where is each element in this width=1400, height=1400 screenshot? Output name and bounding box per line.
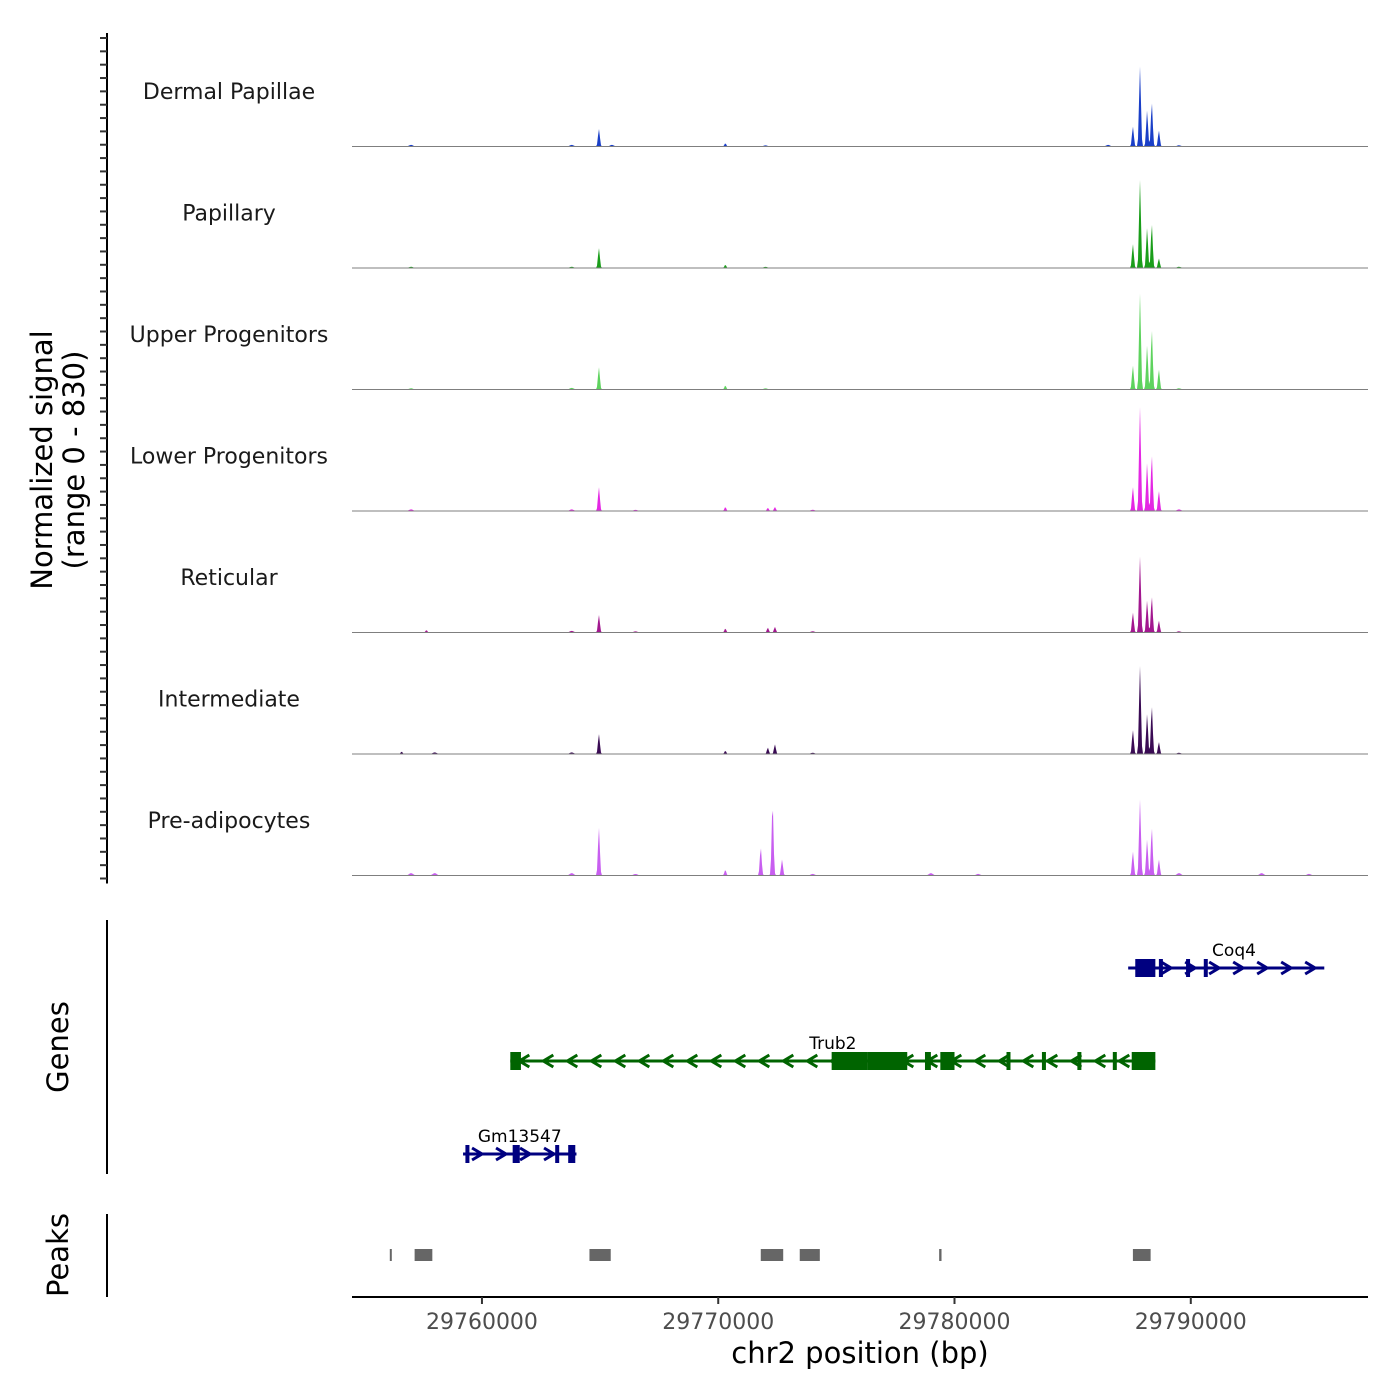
strand-arrow	[1304, 960, 1319, 976]
signal-track: Reticular	[180, 556, 1368, 633]
track-label: Pre-adipocytes	[148, 809, 311, 834]
signal-track: Pre-adipocytes	[148, 799, 1368, 876]
strand-arrow	[471, 1146, 485, 1162]
strand-arrow	[708, 1053, 723, 1069]
y-axis-title-line2: (range 0 - 830)	[57, 351, 91, 570]
strand-arrow	[1020, 1053, 1035, 1069]
strand-arrow	[684, 1053, 699, 1069]
strand-arrow	[1092, 1053, 1107, 1069]
gene-exon	[1077, 1052, 1082, 1070]
signal-track: Upper Progenitors	[130, 293, 1368, 390]
track-label: Dermal Papillae	[143, 80, 315, 105]
gene-exon	[1158, 959, 1163, 977]
gene: Gm13547	[463, 1127, 577, 1163]
strand-arrow	[588, 1053, 603, 1069]
strand-arrow	[1232, 960, 1247, 976]
gene-label: Gm13547	[478, 1127, 562, 1147]
signal-y-axis	[100, 33, 108, 884]
peak-region	[389, 1249, 392, 1261]
gene-exon	[568, 1145, 576, 1163]
strand-arrow	[1116, 1053, 1131, 1069]
gene-exon	[555, 1145, 560, 1163]
gene-exon	[465, 1145, 470, 1163]
peak-region	[760, 1249, 784, 1261]
signal-track: Papillary	[182, 180, 1368, 269]
strand-arrow	[780, 1053, 795, 1069]
strand-arrow	[972, 1053, 987, 1069]
x-tick-label: 29790000	[1135, 1310, 1247, 1335]
strand-arrow	[1160, 960, 1175, 976]
signal-area	[352, 666, 1368, 754]
gene-exon	[1006, 1052, 1011, 1070]
genes-panel-title: Genes	[41, 1001, 75, 1093]
y-axis-title-line1: Normalized signal	[25, 330, 59, 589]
signal-track: Dermal Papillae	[143, 66, 1368, 147]
gene-exon	[940, 1052, 955, 1070]
gene-label: Trub2	[808, 1034, 856, 1054]
signal-tracks: Dermal Papillae Papillary Upper Progenitor…	[130, 66, 1368, 876]
x-axis-title: chr2 position (bp)	[731, 1336, 988, 1370]
strand-arrow	[1208, 960, 1223, 976]
strand-arrow	[660, 1053, 675, 1069]
strand-arrow	[495, 1146, 509, 1162]
strand-arrow	[1044, 1053, 1059, 1069]
signal-track: Lower Progenitors	[130, 407, 1368, 512]
track-label: Papillary	[182, 202, 276, 227]
peak-region	[939, 1249, 942, 1261]
track-label: Intermediate	[158, 688, 300, 713]
gene-exon	[1131, 1052, 1156, 1070]
strand-arrow	[519, 1146, 533, 1162]
signal-area	[352, 799, 1368, 876]
track-label: Lower Progenitors	[130, 445, 328, 470]
signal-area	[352, 407, 1368, 511]
strand-arrow	[732, 1053, 747, 1069]
peak-region	[799, 1249, 820, 1261]
gene-exon	[831, 1052, 868, 1070]
peak-region	[1132, 1249, 1151, 1261]
strand-arrow	[996, 1053, 1011, 1069]
signal-area	[352, 180, 1368, 268]
x-tick-label: 29780000	[899, 1310, 1011, 1335]
track-label: Reticular	[180, 566, 278, 591]
gene-exon	[1203, 959, 1208, 977]
signal-area	[352, 293, 1368, 390]
gene-exon	[1041, 1052, 1046, 1070]
gene: Coq4	[1128, 941, 1325, 977]
peaks-panel	[389, 1249, 1151, 1261]
signal-track: Intermediate	[158, 666, 1368, 755]
peak-region	[414, 1249, 433, 1261]
gene-label: Coq4	[1212, 941, 1256, 961]
gene-exon	[1186, 959, 1191, 977]
gene-exon	[924, 1052, 931, 1070]
gene-exon	[867, 1052, 908, 1070]
strand-arrow	[612, 1053, 627, 1069]
strand-arrow	[543, 1146, 557, 1162]
x-axis: 29760000 29770000 29780000 29790000	[352, 1296, 1368, 1335]
genes-panel: Coq4 Trub2 Gm13547	[463, 941, 1325, 1163]
strand-arrow	[540, 1053, 555, 1069]
strand-arrow	[804, 1053, 819, 1069]
strand-arrow	[636, 1053, 651, 1069]
gene: Trub2	[510, 1034, 1156, 1070]
strand-arrow	[1256, 960, 1271, 976]
peak-region	[589, 1249, 611, 1261]
signal-area	[352, 66, 1368, 147]
strand-arrow	[564, 1053, 579, 1069]
track-label: Upper Progenitors	[130, 323, 329, 348]
gene-exon	[510, 1052, 521, 1070]
gene-exon	[512, 1145, 520, 1163]
x-tick-label: 29760000	[426, 1310, 538, 1335]
signal-area	[352, 556, 1368, 633]
x-tick-label: 29770000	[662, 1310, 774, 1335]
strand-arrow	[756, 1053, 771, 1069]
strand-arrow	[1280, 960, 1295, 976]
peaks-panel-title: Peaks	[41, 1213, 75, 1297]
gene-exon	[1135, 959, 1156, 977]
gene-exon	[1112, 1052, 1117, 1070]
